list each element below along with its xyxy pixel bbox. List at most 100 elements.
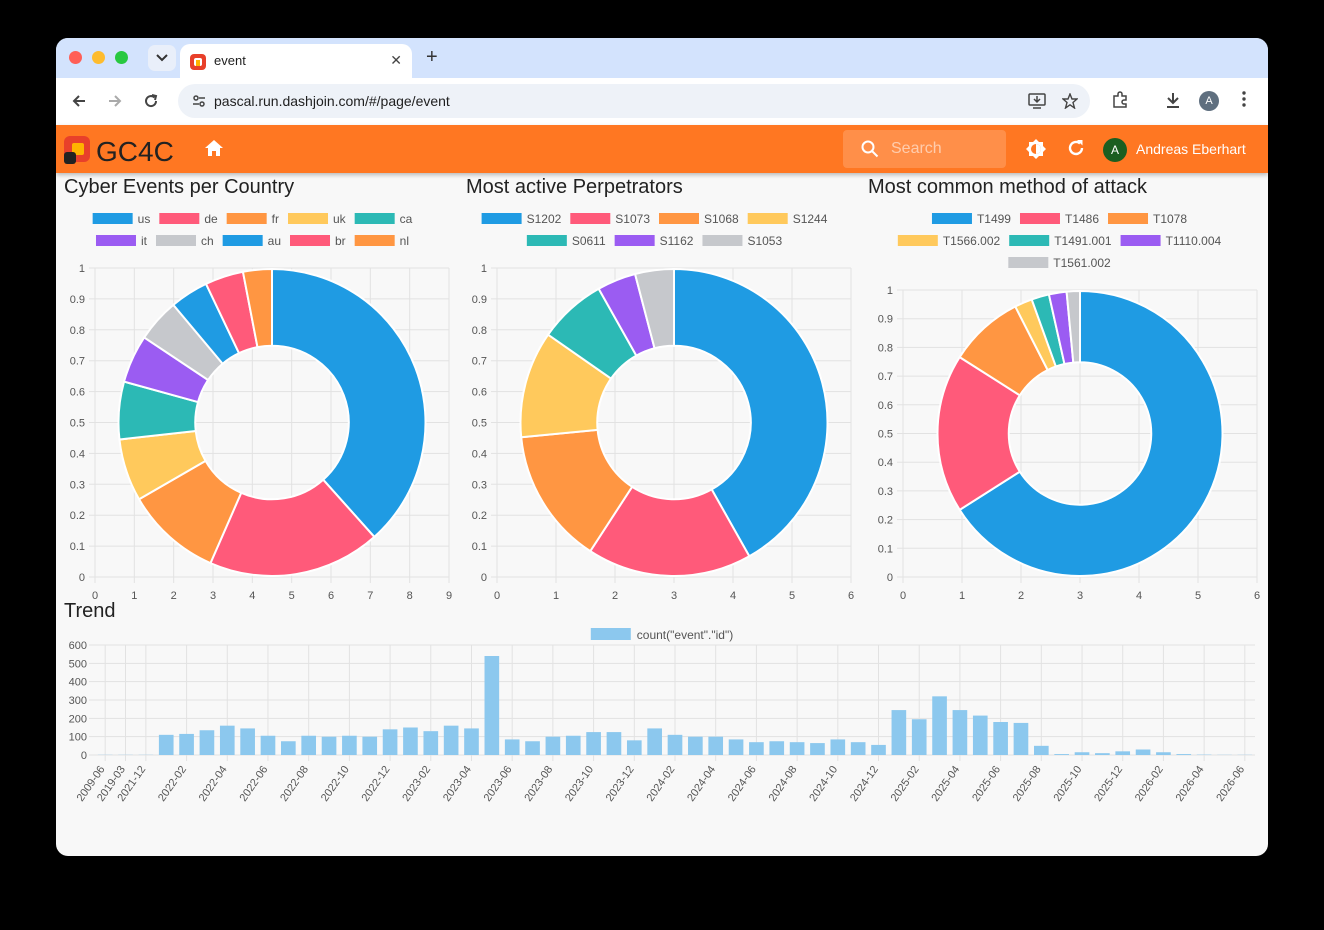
legend-swatch (747, 213, 788, 224)
gc4c-favicon-icon (190, 54, 206, 70)
legend-label: S0611 (572, 234, 606, 248)
trend-bar-2025-01 (891, 710, 907, 755)
y-tick-label: 0.1 (472, 541, 487, 553)
y-tick-label: 0.4 (472, 448, 487, 460)
reload-button[interactable] (140, 90, 162, 112)
legend-swatch (897, 235, 938, 246)
doughnut-slice-T1499 (958, 289, 1224, 577)
y-tick-label: 300 (69, 695, 87, 707)
trend-bar-2023-10 (586, 732, 601, 755)
doughnut-slice-nl (241, 267, 273, 349)
y-tick-label: 500 (69, 658, 87, 670)
x-tick-label: 7 (367, 590, 373, 602)
trend-bar-2025-12 (1115, 751, 1131, 755)
trend-bar-2024-12 (871, 744, 886, 755)
site-settings-icon (193, 95, 205, 107)
trend-bar-2022-04 (219, 725, 235, 755)
y-tick-label: 0.4 (70, 448, 85, 460)
legend-swatch (288, 213, 329, 224)
trend-bar-2023-12 (626, 740, 642, 755)
gc4c-logo[interactable]: GC4C (64, 134, 174, 166)
minimize-window-button[interactable] (92, 51, 105, 64)
trend-bar-2022-11 (362, 736, 378, 755)
user-avatar[interactable]: A (1103, 138, 1127, 162)
legend-label: S1068 (704, 212, 739, 226)
y-tick-label: 0 (887, 572, 893, 584)
y-tick-label: 0.5 (878, 429, 893, 441)
x-tick-label: 2 (1018, 590, 1024, 602)
legend-swatch (354, 235, 395, 246)
legend-swatch (159, 213, 200, 224)
y-tick-label: 400 (69, 677, 87, 689)
trend-bar-2022-10 (342, 735, 357, 755)
bookmark-star-icon[interactable] (1062, 93, 1078, 109)
extensions-icon[interactable] (1111, 91, 1129, 109)
x-tick-label: 2022-04 (197, 764, 230, 804)
legend-swatch (226, 213, 267, 224)
trend-bar-2025-10 (1074, 752, 1090, 755)
trend-bar-2024-07 (769, 741, 785, 755)
legend-label: T1486 (1065, 212, 1099, 226)
x-tick-label: 2024-04 (685, 764, 718, 804)
x-tick-label: 2024-10 (807, 764, 840, 804)
tab-search-button[interactable] (148, 45, 176, 71)
trend-bar-2022-08 (301, 735, 317, 755)
legend-label: T1491.001 (1054, 234, 1112, 248)
legend-label: T1499 (977, 212, 1011, 226)
install-app-icon[interactable] (1028, 93, 1046, 109)
legend-label: uk (333, 212, 347, 226)
trend-bar-2025-03 (932, 696, 947, 755)
legend-label: us (138, 212, 151, 226)
legend-swatch (290, 235, 331, 246)
y-tick-label: 0.3 (472, 479, 487, 491)
doughnut-slice-S1053 (633, 267, 675, 350)
downloads-icon[interactable] (1164, 91, 1182, 109)
legend-swatch (95, 235, 136, 246)
close-tab-icon[interactable]: ✕ (390, 52, 402, 68)
trend-bar-2022-06 (260, 735, 276, 755)
maximize-window-button[interactable] (115, 51, 128, 64)
trend-bar-2025-05 (972, 715, 988, 755)
legend-label: fr (272, 212, 279, 226)
trend-bar-2023-05 (484, 656, 500, 755)
trend-bar-2024-04 (708, 736, 724, 755)
close-window-button[interactable] (69, 51, 82, 64)
trend-bar-chart: count("event"."id") 0 100 200 300 400 500 600 20… (69, 628, 1255, 804)
x-tick-label: 2 (171, 590, 177, 602)
trend-bar-2022-03 (199, 730, 215, 755)
y-tick-label: 0.9 (472, 294, 487, 306)
chevron-down-icon (156, 54, 168, 62)
address-bar[interactable]: pascal.run.dashjoin.com/#/page/event (178, 84, 1090, 118)
legend-label: de (204, 212, 218, 226)
home-icon[interactable] (204, 139, 224, 157)
legend-swatch (526, 235, 567, 246)
y-tick-label: 0.3 (878, 486, 893, 498)
search-field[interactable]: Search (843, 130, 1006, 168)
x-tick-label: 6 (1254, 590, 1260, 602)
brightness-icon[interactable] (1025, 138, 1047, 160)
legend-label: it (141, 234, 148, 248)
user-name[interactable]: Andreas Eberhart (1136, 141, 1246, 157)
trend-bar-2026-03 (1176, 754, 1192, 755)
legend-label: S1073 (615, 212, 650, 226)
y-tick-label: 0 (481, 572, 487, 584)
legend-swatch (1009, 235, 1050, 246)
dashboard-content: Cyber Events per Country Most active Per… (56, 173, 1268, 856)
trend-bar-2022-12 (382, 729, 398, 755)
x-tick-label: 5 (289, 590, 295, 602)
new-tab-icon[interactable]: + (426, 46, 438, 68)
x-tick-label: 2022-06 (237, 764, 270, 804)
y-tick-label: 0.2 (472, 510, 487, 522)
profile-avatar[interactable]: A (1199, 91, 1219, 111)
more-menu-icon[interactable] (1242, 91, 1246, 107)
trend-bar-2024-10 (830, 739, 846, 755)
x-tick-label: 1 (131, 590, 137, 602)
x-tick-label: 2025-08 (1011, 764, 1044, 804)
legend-label: count("event"."id") (637, 628, 733, 642)
browser-tab[interactable]: event ✕ (180, 44, 412, 78)
back-button[interactable] (68, 90, 90, 112)
refresh-icon[interactable] (1066, 138, 1086, 158)
legend-label: S1202 (527, 212, 562, 226)
forward-button[interactable] (104, 90, 126, 112)
x-tick-label: 2024-02 (644, 764, 677, 804)
